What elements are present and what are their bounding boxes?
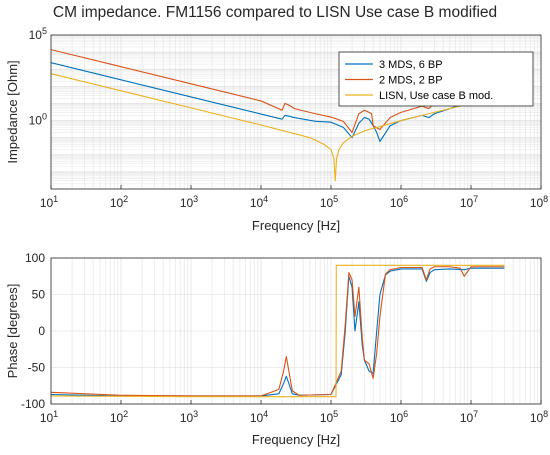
x-tick-label: 107 — [460, 409, 478, 425]
y-axis-label: Impedance [Ohm] — [5, 60, 20, 163]
x-tick-label: 108 — [530, 194, 548, 210]
series-line-2 — [51, 49, 505, 134]
legend-entry: LISN, Use case B mod. — [379, 90, 493, 102]
series-line-1 — [51, 62, 505, 143]
x-tick-label: 106 — [390, 194, 408, 210]
y-tick-label: 100 — [25, 251, 45, 265]
series-line-1 — [51, 267, 505, 397]
x-axis-label: Frequency [Hz] — [252, 432, 340, 447]
y-tick-label: 100 — [29, 112, 47, 128]
x-tick-label: 103 — [180, 409, 198, 425]
x-axis-label: Frequency [Hz] — [252, 218, 340, 233]
x-tick-label: 104 — [250, 409, 268, 425]
series-line-3 — [51, 73, 505, 182]
y-tick-label: -100 — [21, 397, 45, 411]
x-tick-label: 101 — [40, 409, 58, 425]
x-tick-label: 102 — [110, 194, 128, 210]
phase-grid — [50, 257, 541, 405]
y-tick-label: 105 — [29, 26, 47, 42]
legend-entry: 2 MDS, 2 BP — [379, 75, 443, 87]
phase-panel: 101 102 103 104 105 106 107 108 100 50 0 -50 -100 Fre… — [5, 251, 548, 447]
series-line-2 — [51, 266, 505, 397]
page-title: CM impedance. FM1156 compared to LISN Us… — [52, 4, 498, 21]
y-tick-label: 0 — [38, 324, 45, 338]
phase-axes-box — [50, 257, 542, 405]
x-tick-label: 101 — [40, 194, 58, 210]
y-tick-label: 50 — [32, 288, 46, 302]
legend-entry: 3 MDS, 6 BP — [379, 59, 443, 71]
x-tick-label: 103 — [180, 194, 198, 210]
x-tick-label: 107 — [460, 194, 478, 210]
y-tick-label: -50 — [28, 361, 46, 375]
impedance-panel: 101 102 103 104 105 106 107 108 100 105 Frequency … — [5, 26, 548, 233]
phase-series-group — [51, 264, 505, 398]
x-tick-label: 104 — [250, 194, 268, 210]
x-tick-label: 102 — [110, 409, 128, 425]
series-line-3 — [51, 264, 505, 398]
x-tick-label: 105 — [320, 194, 338, 210]
x-tick-label: 108 — [530, 409, 548, 425]
impedance-axes-box — [50, 34, 542, 190]
x-tick-label: 106 — [390, 409, 408, 425]
y-axis-label: Phase [degrees] — [5, 284, 20, 379]
legend: 3 MDS, 6 BP 2 MDS, 2 BP LISN, Use case B m… — [338, 51, 534, 107]
impedance-series-group — [51, 49, 505, 182]
x-tick-label: 105 — [320, 409, 338, 425]
